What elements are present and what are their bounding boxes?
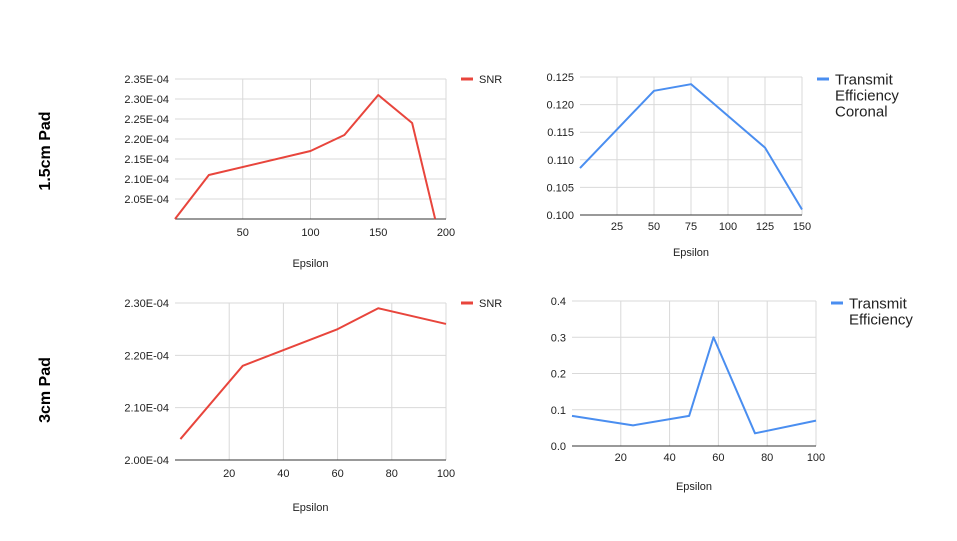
legend-label: SNR — [479, 298, 502, 310]
x-axis-title: Epsilon — [292, 258, 328, 270]
series-line-snr — [179, 307, 447, 440]
y-tick-label: 0.110 — [547, 155, 574, 167]
y-tick-label: 0.100 — [546, 210, 574, 222]
x-tick-label: 20 — [615, 452, 627, 464]
x-axis-title: Epsilon — [673, 247, 709, 259]
y-tick-label: 0.125 — [546, 72, 574, 84]
x-tick-label: 40 — [663, 452, 675, 464]
x-tick-label: 60 — [331, 468, 343, 480]
x-tick-label: 100 — [301, 227, 319, 239]
x-tick-label: 75 — [685, 221, 697, 233]
chart-3: 2.00E-04 2.10E-04 2.20E-04 2.30E-04 20 40 60 80… — [124, 298, 502, 514]
x-tick-label: 25 — [611, 221, 623, 233]
x-tick-label: 50 — [237, 227, 249, 239]
x-tick-label: 150 — [369, 227, 387, 239]
legend-label: SNR — [479, 74, 502, 86]
x-tick-label: 100 — [437, 468, 455, 480]
y-tick-label: 2.10E-04 — [124, 174, 169, 186]
y-tick-label: 2.30E-04 — [124, 298, 169, 310]
chart-4: 0.0 0.1 0.2 0.3 0.4 20 40 60 80 100 Epsilon Transmi… — [551, 295, 914, 493]
x-tick-label: 125 — [756, 221, 774, 233]
y-tick-label: 2.00E-04 — [124, 455, 169, 467]
x-tick-label: 100 — [807, 452, 825, 464]
series-line-snr — [174, 94, 437, 220]
y-tick-label: 0.3 — [551, 332, 566, 344]
series-line-transmit-efficiency — [571, 336, 817, 435]
x-tick-label: 80 — [761, 452, 773, 464]
chart-1: 2.05E-04 2.10E-04 2.15E-04 2.20E-04 2.25E-04… — [124, 74, 502, 270]
y-tick-label: 0.2 — [551, 369, 566, 381]
y-tick-label: 2.10E-04 — [124, 403, 169, 415]
y-tick-label: 0.105 — [546, 182, 574, 194]
x-tick-label: 60 — [712, 452, 724, 464]
x-tick-label: 50 — [648, 221, 660, 233]
y-tick-label: 0.115 — [547, 127, 574, 139]
x-tick-label: 80 — [386, 468, 398, 480]
y-tick-label: 2.35E-04 — [124, 74, 169, 86]
legend-label: Transmit Efficiency Coronal — [835, 71, 899, 120]
x-axis-title: Epsilon — [292, 502, 328, 514]
y-tick-label: 0.1 — [551, 405, 566, 417]
x-tick-label: 20 — [223, 468, 235, 480]
y-tick-label: 2.30E-04 — [124, 94, 169, 106]
legend-label: Transmit Efficiency — [849, 295, 913, 328]
y-tick-label: 2.15E-04 — [124, 154, 169, 166]
row-label-1-5cm: 1.5cm Pad — [37, 111, 54, 190]
x-tick-label: 100 — [719, 221, 737, 233]
y-tick-label: 0.4 — [551, 296, 566, 308]
row-label-3cm: 3cm Pad — [37, 357, 54, 423]
y-tick-label: 2.05E-04 — [124, 194, 169, 206]
y-tick-label: 2.20E-04 — [124, 134, 169, 146]
chart-2: 0.100 0.105 0.110 0.115 0.120 0.125 25 50 75 100 1… — [546, 71, 899, 259]
x-axis-title: Epsilon — [676, 481, 712, 493]
y-tick-label: 2.20E-04 — [124, 350, 169, 362]
x-tick-label: 150 — [793, 221, 811, 233]
x-tick-label: 200 — [437, 227, 455, 239]
y-tick-label: 0.120 — [546, 100, 574, 112]
y-tick-label: 0.0 — [551, 441, 566, 453]
y-tick-label: 2.25E-04 — [124, 114, 169, 126]
x-tick-label: 40 — [277, 468, 289, 480]
